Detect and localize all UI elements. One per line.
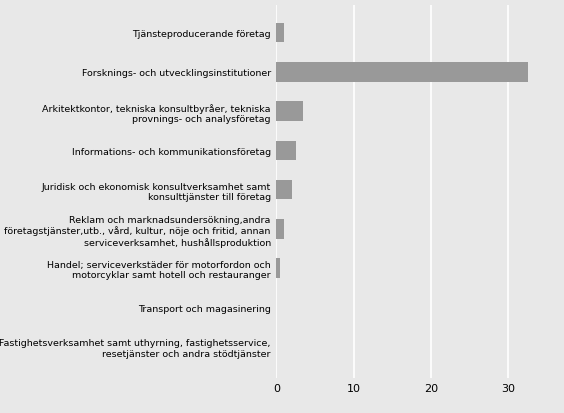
Bar xyxy=(276,219,284,239)
Bar xyxy=(276,63,528,83)
Bar xyxy=(276,102,303,121)
Bar xyxy=(276,24,284,43)
Bar xyxy=(276,259,280,278)
Bar xyxy=(276,141,296,161)
Bar xyxy=(276,180,292,200)
